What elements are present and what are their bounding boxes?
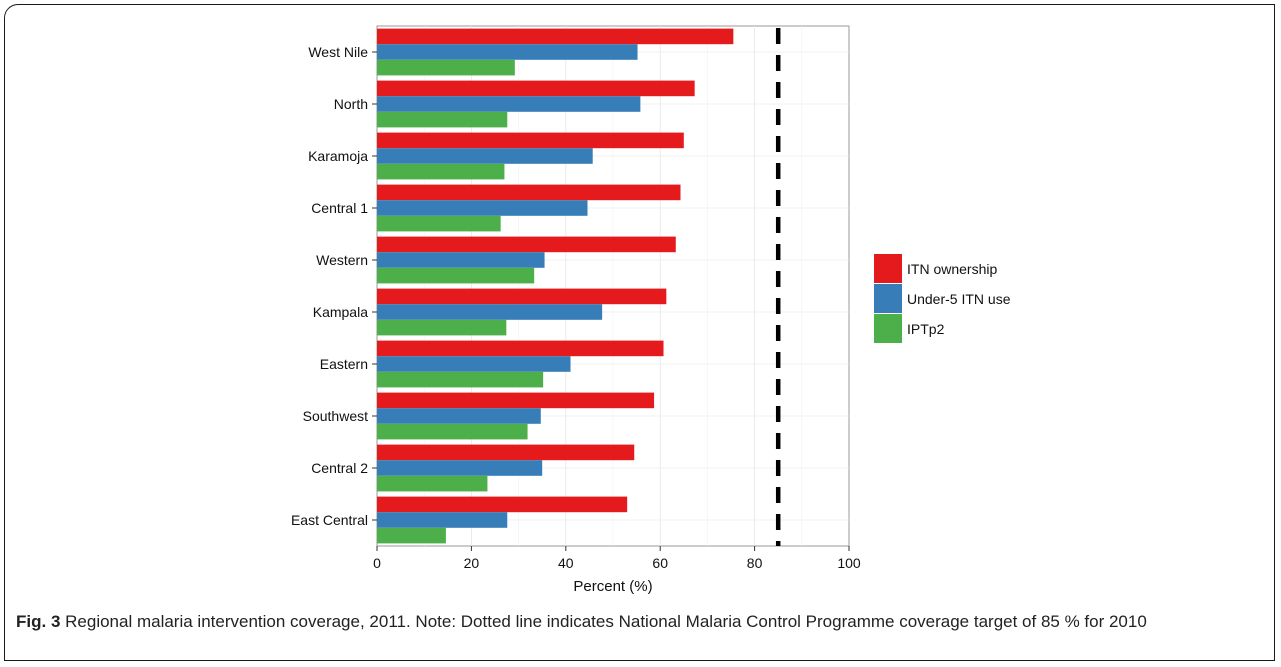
bar — [377, 184, 681, 201]
bar — [377, 423, 528, 440]
y-tick-label: East Central — [291, 512, 368, 528]
bar — [377, 371, 544, 388]
y-axis: West Nile North Karamoja Central 1 Western Ka… — [291, 44, 377, 528]
bar — [377, 236, 676, 253]
bar-chart: West Nile North Karamoja Central 1 Western Ka… — [291, 25, 1011, 595]
y-tick-label: Central 1 — [311, 200, 368, 216]
bar — [377, 44, 638, 60]
legend-label: ITN ownership — [907, 261, 997, 277]
bar — [377, 132, 684, 149]
bar — [377, 215, 501, 232]
bars-layer — [377, 28, 734, 544]
y-tick-label: Southwest — [303, 408, 368, 424]
x-axis-title: Percent (%) — [573, 578, 652, 595]
bar — [377, 496, 628, 513]
x-tick-label: 60 — [652, 555, 668, 571]
x-tick-label: 20 — [464, 555, 480, 571]
bar — [377, 252, 545, 268]
bar — [377, 392, 655, 409]
caption-label: Fig. 3 — [16, 612, 61, 631]
bar — [377, 80, 695, 97]
y-tick-label: Central 2 — [311, 460, 368, 476]
bar — [377, 200, 588, 216]
legend-label: IPTp2 — [907, 321, 945, 337]
bar — [377, 356, 571, 372]
x-tick-label: 100 — [837, 555, 861, 571]
y-tick-label: Kampala — [313, 304, 368, 320]
bar — [377, 460, 543, 476]
bar — [377, 111, 508, 128]
x-tick-label: 40 — [558, 555, 574, 571]
legend-swatch — [874, 314, 902, 343]
figure-frame — [4, 4, 1275, 661]
bar — [377, 267, 535, 284]
x-tick-label: 0 — [373, 555, 381, 571]
legend: ITN ownership Under-5 ITN use IPTp2 — [874, 254, 1011, 343]
bar — [377, 408, 541, 424]
caption-text: Regional malaria intervention coverage, … — [60, 612, 1147, 631]
x-tick-label: 80 — [747, 555, 763, 571]
y-tick-label: Eastern — [320, 356, 368, 372]
y-tick-label: Karamoja — [308, 148, 368, 164]
legend-swatch — [874, 254, 902, 283]
bar — [377, 512, 508, 528]
y-tick-label: Western — [316, 252, 368, 268]
y-tick-label: West Nile — [308, 44, 368, 60]
figure-caption: Fig. 3 Regional malaria intervention cov… — [16, 609, 1266, 634]
bar — [377, 96, 641, 112]
bar — [377, 444, 635, 461]
bar — [377, 288, 667, 305]
bar — [377, 319, 507, 336]
bar — [377, 340, 664, 357]
legend-swatch — [874, 284, 902, 313]
y-tick-label: North — [334, 96, 368, 112]
bar — [377, 59, 515, 76]
bar — [377, 304, 603, 320]
bar — [377, 475, 488, 492]
bar — [377, 527, 446, 544]
bar — [377, 148, 593, 164]
x-axis: 0 20 40 60 80 100 — [373, 546, 861, 571]
legend-label: Under-5 ITN use — [907, 291, 1011, 307]
bar — [377, 163, 505, 180]
bar — [377, 28, 734, 45]
